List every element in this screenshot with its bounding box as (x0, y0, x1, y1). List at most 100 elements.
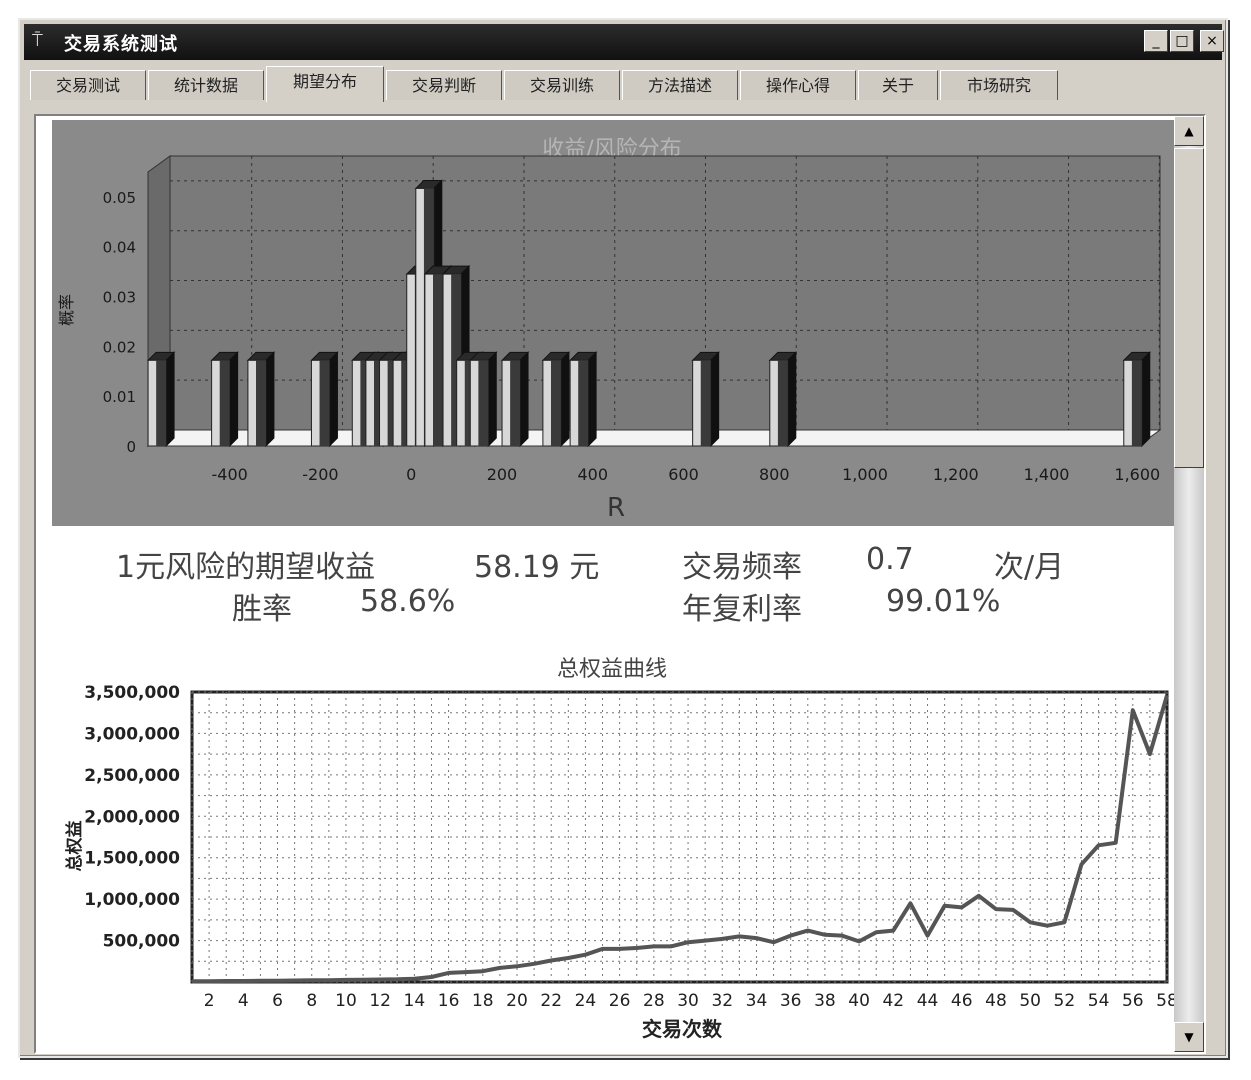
x-tick-label: 14 (404, 991, 426, 1011)
bar-shade (478, 360, 489, 446)
distribution-bar (1122, 351, 1151, 448)
close-button[interactable]: × (1200, 30, 1224, 52)
tab-trade-judgment[interactable]: 交易判断 (386, 70, 502, 100)
x-axis-label: R (607, 493, 625, 523)
x-tick-label: 34 (746, 991, 768, 1011)
scrollbar-thumb[interactable] (1174, 148, 1204, 468)
x-tick-label: 46 (951, 991, 973, 1011)
x-tick-label: 18 (472, 991, 494, 1011)
tab-experience-notes[interactable]: 操作心得 (740, 70, 856, 100)
scroll-up-icon[interactable]: ▲ (1174, 116, 1204, 146)
x-tick-label: 6 (272, 991, 283, 1011)
y-axis-label: 总权益 (64, 821, 85, 872)
y-tick-label: 2,000,000 (84, 807, 180, 827)
x-tick-label: 24 (575, 991, 597, 1011)
x-tick-label: 4 (238, 991, 249, 1011)
bar-side-face (560, 351, 570, 448)
x-tick-label: -400 (212, 465, 248, 484)
x-tick-label: 1,600 (1114, 465, 1160, 484)
minimize-button[interactable]: _ (1144, 30, 1168, 52)
bar-shade (156, 360, 167, 446)
bar-shade (451, 274, 462, 446)
y-tick-label: 500,000 (103, 932, 181, 952)
trade-frequency-value: 0.7 (866, 542, 914, 577)
y-tick-label: 2,500,000 (84, 766, 180, 786)
x-tick-label: 2 (204, 991, 215, 1011)
distribution-bar (568, 351, 598, 448)
win-rate-value: 58.6% (360, 584, 456, 619)
y-tick-label: 3,000,000 (84, 724, 180, 744)
bar-shade (256, 360, 266, 446)
scroll-down-icon[interactable]: ▼ (1174, 1022, 1204, 1052)
distribution-bar (768, 351, 798, 448)
expected-return-label: 1元风险的期望收益 (116, 550, 376, 585)
distribution-bar (146, 351, 176, 448)
distribution-bar (310, 351, 339, 448)
x-tick-label: 32 (711, 991, 733, 1011)
x-tick-label: 12 (369, 991, 391, 1011)
x-tick-label: 40 (848, 991, 870, 1011)
y-tick-label: 0 (126, 438, 136, 456)
tab-expectation-distribution[interactable]: 期望分布 (266, 66, 384, 102)
x-tick-label: 800 (759, 465, 790, 484)
tab-statistics[interactable]: 统计数据 (148, 70, 264, 100)
tab-about[interactable]: 关于 (858, 70, 938, 100)
y-axis-label: 概率 (57, 294, 76, 326)
y-tick-label: 0.01 (103, 388, 136, 406)
distribution-bar (210, 351, 239, 448)
x-tick-label: 36 (780, 991, 802, 1011)
x-tick-label: 16 (438, 991, 460, 1011)
tab-market-research[interactable]: 市场研究 (940, 70, 1058, 100)
tab-method-description[interactable]: 方法描述 (622, 70, 738, 100)
tab-bar: 交易测试 统计数据 期望分布 交易判断 交易训练 方法描述 操作心得 关于 市场… (30, 66, 1220, 102)
distribution-bar (246, 351, 276, 448)
x-tick-label: 44 (917, 991, 939, 1011)
y-tick-label: 1,500,000 (84, 849, 180, 869)
bar-shade (360, 360, 371, 446)
vertical-scrollbar[interactable]: ▲ ▼ (1174, 116, 1204, 1052)
x-tick-label: 54 (1088, 991, 1110, 1011)
bar-side-face (519, 351, 529, 448)
x-tick-label: -200 (302, 465, 338, 484)
chart-title: 总权益曲线 (557, 657, 667, 682)
bar-shade (319, 360, 330, 446)
bar-shade (387, 360, 398, 446)
x-tick-label: 200 (487, 465, 518, 484)
equity-curve-chart: 总权益曲线 500,000 1,000,000 1,500,000 2,000,000 2… (52, 646, 1178, 1046)
x-tick-label: 48 (985, 991, 1007, 1011)
x-tick-label: 8 (306, 991, 317, 1011)
x-tick-label: 10 (335, 991, 357, 1011)
bar-side-face (587, 351, 597, 448)
tab-content-panel: 收益/风险分布 0 0.01 0.02 0.03 0.04 0.05 -400 -200 0 200… (34, 114, 1206, 1054)
y-tick-label: 0.05 (103, 189, 136, 207)
distribution-bar (691, 351, 720, 448)
annual-rate-label: 年复利率 (682, 592, 802, 627)
x-tick-label: 42 (882, 991, 904, 1011)
x-tick-label: 1,400 (1024, 465, 1070, 484)
bar-shade (219, 360, 230, 446)
stats-panel: 1元风险的期望收益 58.19 元 交易频率 0.7 次/月 胜率 58.6% … (36, 536, 1176, 636)
x-axis-label: 交易次数 (642, 1017, 723, 1041)
equity-line (192, 694, 1169, 984)
bar-shade (550, 360, 561, 446)
bar-side-face (165, 351, 175, 448)
equity-curve-svg: 总权益曲线 500,000 1,000,000 1,500,000 2,000,000 2… (64, 657, 1178, 1041)
maximize-button[interactable]: □ (1170, 30, 1194, 52)
bar-shade (510, 360, 521, 446)
y-tick-label: 3,500,000 (84, 683, 180, 703)
bar-shade (401, 360, 412, 446)
x-tick-label: 1,000 (842, 465, 888, 484)
tab-trade-test[interactable]: 交易测试 (30, 70, 146, 100)
bar-side-face (787, 351, 797, 448)
bar-side-face (328, 351, 338, 448)
tab-trade-training[interactable]: 交易训练 (504, 70, 620, 100)
bar-side-face (265, 351, 275, 448)
bar-shade (433, 274, 443, 446)
x-tick-label: 0 (406, 465, 416, 484)
app-icon[interactable]: ⍑ (32, 30, 43, 51)
x-tick-label: 58 (1156, 991, 1176, 1011)
x-tick-label: 1,200 (933, 465, 979, 484)
x-tick-label: 50 (1019, 991, 1041, 1011)
annual-rate-value: 99.01% (886, 584, 1001, 619)
trade-frequency-unit: 次/月 (994, 550, 1065, 585)
